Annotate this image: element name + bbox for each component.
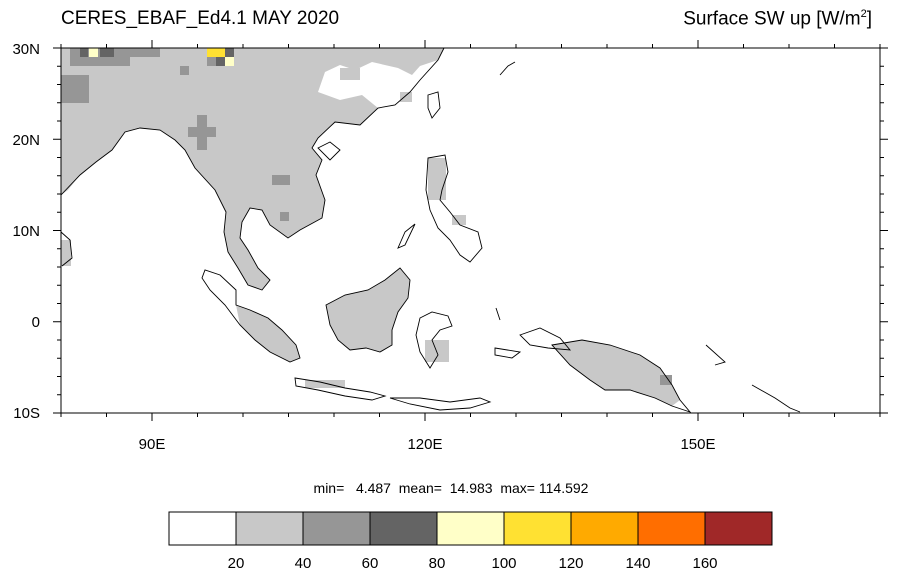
colorbar-tick-label: 60 (362, 555, 379, 572)
colorbar-tick-label: 100 (491, 555, 516, 572)
colorbar-box (302, 511, 371, 546)
colorbar-box (570, 511, 639, 546)
mean-value: 14.983 (449, 480, 493, 496)
lat-label-0: 0 (32, 314, 40, 331)
colorbar-tick-label: 20 (228, 555, 245, 572)
colorbar-tick-label: 80 (429, 555, 446, 572)
colorbar-box (369, 511, 438, 546)
variable-title: Surface SW up [W/m2] (683, 8, 872, 30)
lat-label-30n: 30N (12, 41, 40, 58)
lat-label-10s: 10S (13, 405, 40, 422)
colorbar-tick-label: 140 (625, 555, 650, 572)
unit-superscript: 2 (860, 8, 867, 20)
colorbar-box (436, 511, 505, 546)
lat-label-20n: 20N (12, 132, 40, 149)
shaded-data-regions (61, 48, 680, 406)
colorbar-box (235, 511, 304, 546)
lon-label-120e: 120E (407, 436, 442, 453)
statistics-line: min= 4.487 mean= 14.983 max= 114.592 (0, 480, 902, 496)
max-value: 114.592 (538, 480, 589, 496)
lat-label-10n: 10N (12, 223, 40, 240)
lon-label-90e: 90E (139, 436, 166, 453)
min-value: 4.487 (355, 480, 391, 496)
colorbar-box (168, 511, 237, 546)
colorbar-box (503, 511, 572, 546)
coastlines (60, 47, 801, 413)
latitude-labels: 30N 20N 10N 0 10S (12, 41, 40, 422)
colorbar-labels: 20 40 60 80 100 120 140 160 (228, 555, 718, 572)
unit-bracket: ] (866, 8, 872, 30)
dark-data-cells (61, 48, 672, 385)
map-title: CERES_EBAF_Ed4.1 MAY 2020 (61, 8, 340, 29)
variable-name: Surface SW up [W/m (683, 8, 861, 30)
colorbar-tick-label: 40 (295, 555, 312, 572)
axis-ticks (53, 40, 888, 421)
mean-label: mean= (398, 480, 442, 496)
colorbar-box (704, 511, 773, 546)
longitude-labels: 90E 120E 150E (139, 436, 716, 453)
lon-label-150e: 150E (680, 436, 715, 453)
colorbar-tick-label: 120 (558, 555, 583, 572)
colorbar-box (637, 511, 706, 546)
colorbar (168, 511, 773, 546)
colorbar-tick-label: 160 (692, 555, 717, 572)
max-label: max= (500, 480, 535, 496)
min-label: min= (313, 480, 345, 496)
